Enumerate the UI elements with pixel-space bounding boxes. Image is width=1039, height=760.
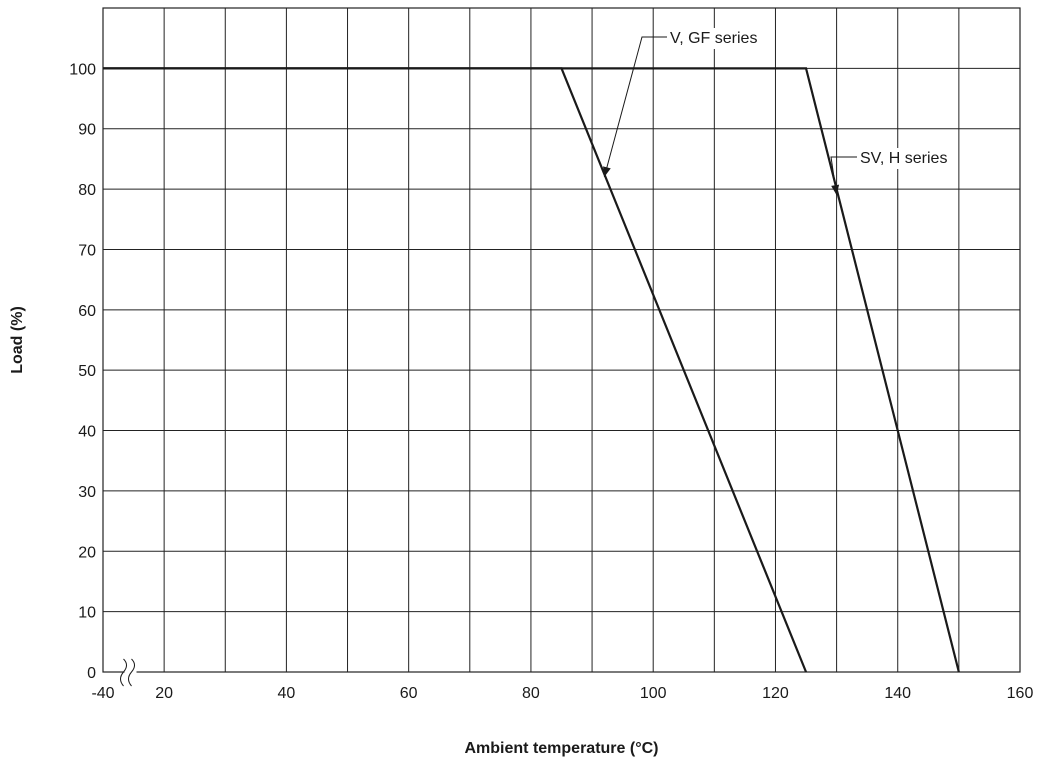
x-tick-label: 60 [400,685,418,702]
plot-frame [102,7,1021,673]
series-layer [103,67,960,673]
y-tick-label: 50 [78,363,96,380]
annotation-label: SV, H series [860,150,947,167]
x-tick-label: 120 [762,685,789,702]
y-axis-title: Load (%) [9,306,26,374]
y-tick-label: 40 [78,424,96,441]
y-tick-label: 20 [78,544,96,561]
y-tick-label: 30 [78,484,96,501]
x-tick-label: 80 [522,685,540,702]
x-tick-labels: -40 20 40 60 80 100 120 140 160 [91,685,1033,702]
x-tick-label: 20 [155,685,173,702]
x-axis-title: Ambient temperature (°C) [465,740,659,757]
y-tick-label: 80 [78,182,96,199]
series-line [103,67,960,673]
x-tick-label: 40 [278,685,296,702]
annotation-arrowhead [831,184,840,196]
y-tick-label: 60 [78,303,96,320]
x-axis-break [120,658,137,687]
annotation-label-bg [857,148,951,169]
grid [103,8,1020,672]
axis-break-mark [120,658,128,687]
annotation-label-bg [667,28,761,49]
axis-break-gap [124,658,137,686]
y-tick-label: 70 [78,242,96,259]
y-tick-label: 10 [78,605,96,622]
x-tick-label: 160 [1007,685,1034,702]
x-tick-label: -40 [91,685,114,702]
y-tick-label: 0 [87,665,96,682]
annotation-label: V, GF series [670,30,757,47]
annotation-leader [603,36,667,178]
axis-break-mark [128,658,136,687]
x-tick-label: 140 [884,685,911,702]
y-tick-labels: 0 10 20 30 40 50 60 70 80 90 100 [69,61,96,682]
x-tick-label: 100 [640,685,667,702]
y-tick-label: 100 [69,61,96,78]
annotation-leader [830,156,857,196]
y-tick-label: 90 [78,122,96,139]
annotation-arrowhead [603,166,611,178]
annotations: V, GF series SV, H series [603,28,951,196]
